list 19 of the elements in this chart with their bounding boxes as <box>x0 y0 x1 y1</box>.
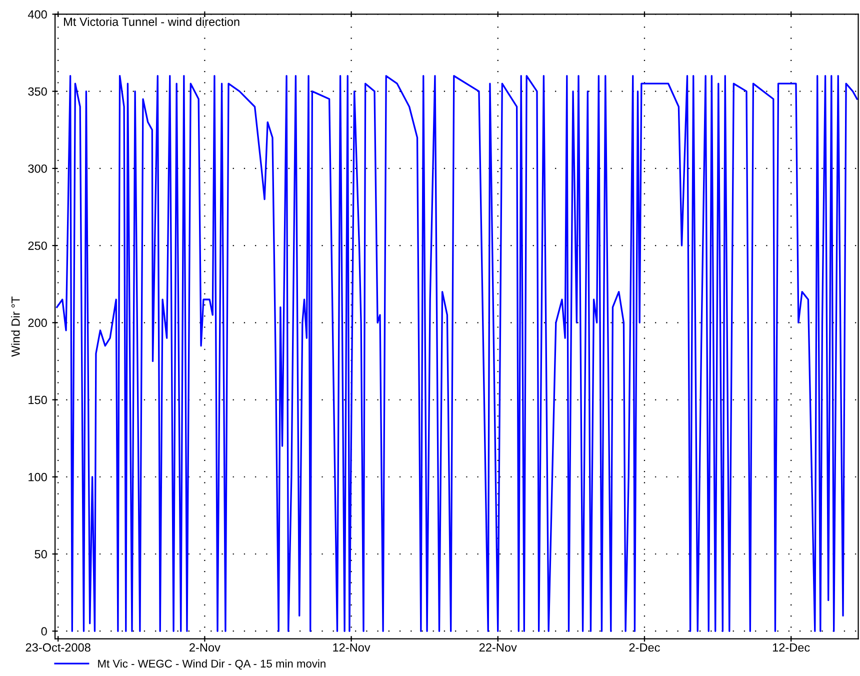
y-tick-label: 300 <box>28 164 47 173</box>
x-tick-label: 2-Dec <box>629 643 660 652</box>
x-tick-label: 12-Nov <box>333 643 370 652</box>
y-tick-label: 200 <box>28 318 47 328</box>
x-tick-label: 23-Oct-2008 <box>26 643 90 652</box>
chart-title: Mt Victoria Tunnel - wind direction <box>64 17 240 26</box>
legend-label: Mt Vic - WEGC - Wind Dir - QA - 15 min movin <box>98 659 326 670</box>
y-axis-title: Wind Dir °T <box>11 296 20 357</box>
y-tick-label: 250 <box>28 242 47 250</box>
x-tick-label: 12-Dec <box>772 643 810 652</box>
y-tick-label: 0 <box>41 627 47 636</box>
x-tick-label: 2-Nov <box>190 643 220 652</box>
y-tick-label: 150 <box>28 396 47 404</box>
x-tick-label: 22-Nov <box>479 643 517 652</box>
y-tick-label: 400 <box>28 10 47 19</box>
y-tick-label: 100 <box>28 472 47 482</box>
line-series <box>56 75 858 632</box>
y-tick-label: 350 <box>28 87 47 96</box>
y-tick-label: 50 <box>34 550 47 558</box>
